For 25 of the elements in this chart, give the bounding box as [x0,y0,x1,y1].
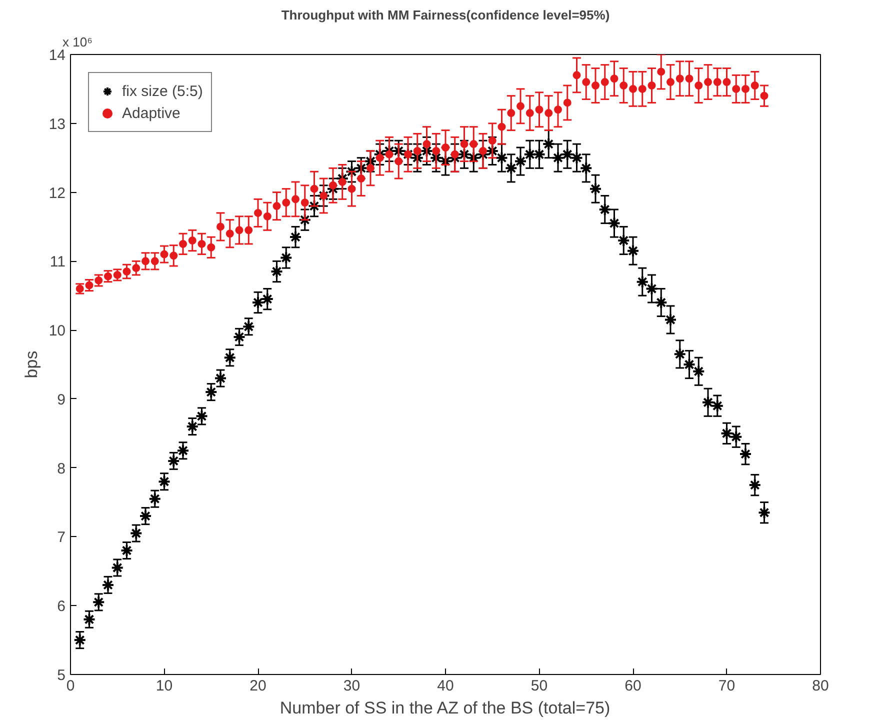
y-tick-label: 12 [48,184,66,202]
y-tick-label: 11 [50,254,66,271]
y-tick-label: 13 [48,116,66,133]
x-tick-label: 10 [156,678,173,694]
y-tick-label: 9 [57,391,66,408]
x-tick-label: 40 [437,678,454,694]
x-tick-label: 0 [66,678,75,694]
x-tick-label: 60 [624,678,642,694]
x-tick-label: 20 [250,678,266,694]
y-tick-label: 6 [57,598,66,616]
x-axis-title: Number of SS in the AZ of the BS (total=75) [280,698,610,718]
y-tick-label: 5 [57,667,66,684]
y-tick-label: 14 [48,47,66,64]
legend-label: Adaptive [122,104,180,122]
text: x 10⁶ [62,34,92,50]
x-tick-label: 30 [343,678,360,694]
y-axis-title: bps [22,350,41,378]
x-tick-label: 80 [812,678,829,694]
legend-label: fix size (5:5) [122,82,203,100]
x-tick-label: 50 [530,678,548,694]
y-tick-label: 10 [48,322,66,340]
y-tick-label: 8 [57,460,66,478]
x-tick-label: 70 [718,678,736,694]
y-tick-label: 7 [57,529,66,546]
chart-title: Throughput with MM Fairness(confidence level=95%) [281,8,610,22]
